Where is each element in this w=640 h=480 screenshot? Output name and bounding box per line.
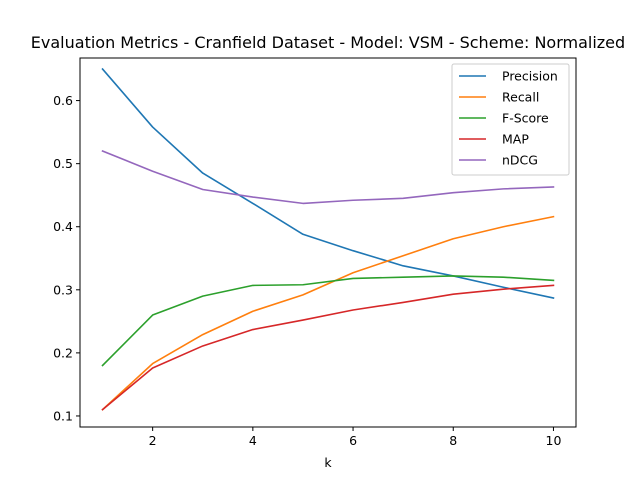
- legend-label-precision: Precision: [502, 69, 558, 84]
- y-tick-label: 0.1: [53, 408, 73, 423]
- y-tick-label: 0.6: [53, 93, 73, 108]
- series-line-precision: [101, 67, 555, 299]
- x-tick-label: 8: [449, 433, 457, 448]
- series-line-recall: [101, 215, 555, 411]
- x-axis-label: k: [324, 455, 332, 470]
- y-tick-label: 0.5: [53, 156, 73, 171]
- y-tick-label: 0.2: [53, 345, 73, 360]
- legend: Precision Recall F-Score MAP nDCG: [451, 63, 570, 176]
- series-line-map: [101, 284, 555, 411]
- series-line-ndcg: [101, 149, 555, 205]
- chart-title: Evaluation Metrics - Cranfield Dataset -…: [31, 33, 625, 52]
- x-tick-label: 2: [149, 433, 157, 448]
- y-tick-label: 0.3: [53, 282, 73, 297]
- series-line-f-score: [101, 275, 555, 367]
- y-tick-label: 0.4: [53, 219, 73, 234]
- legend-label-recall: Recall: [502, 90, 539, 105]
- plot-frame: [79, 57, 577, 428]
- x-tick-label: 10: [546, 433, 562, 448]
- legend-frame: [451, 63, 570, 176]
- legend-label-map: MAP: [502, 132, 529, 147]
- x-axis: 2 4 6 8 10: [149, 427, 562, 448]
- x-tick-label: 6: [349, 433, 357, 448]
- y-axis: 0.1 0.2 0.3 0.4 0.5 0.6: [53, 93, 80, 423]
- legend-label-f-score: F-Score: [502, 111, 549, 126]
- legend-label-ndcg: nDCG: [502, 153, 538, 168]
- x-tick-label: 4: [249, 433, 257, 448]
- series-layer: [101, 67, 555, 411]
